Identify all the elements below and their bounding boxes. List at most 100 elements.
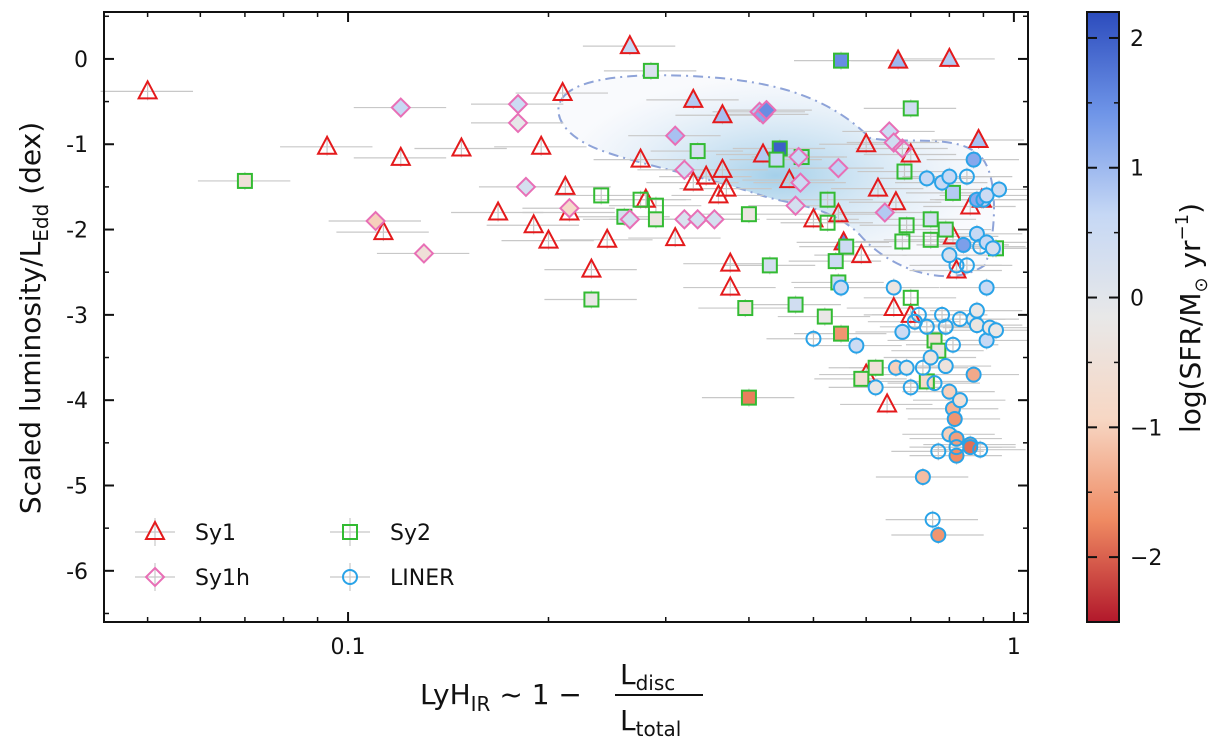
colorbar-tick-label: −2: [1130, 546, 1162, 571]
point-sy1h: [507, 112, 529, 134]
legend-label-liner: LINER: [390, 566, 454, 591]
point-liner: [914, 359, 931, 376]
point-sy1h: [390, 97, 412, 118]
point-liner: [914, 468, 931, 485]
point-liner: [941, 247, 958, 264]
point-sy1: [967, 127, 990, 148]
point-sy1: [530, 134, 552, 155]
legend: Sy1 Sy2 Sy1h LINER: [135, 518, 454, 591]
point-sy1: [938, 46, 961, 67]
point-sy1: [719, 275, 741, 296]
point-sy1h: [687, 208, 709, 230]
point-sy1h: [413, 243, 435, 264]
point-sy2: [583, 291, 600, 308]
svg-text:LyHIR ~ 1 −: LyHIR ~ 1 −: [420, 678, 582, 716]
point-sy1: [390, 145, 412, 166]
legend-label-sy1: Sy1: [195, 521, 236, 546]
point-liner: [968, 317, 985, 334]
y-tick-label: -6: [66, 560, 88, 585]
point-liner: [952, 392, 969, 409]
point-sy2: [632, 191, 649, 208]
y-tick-label: -2: [66, 219, 88, 244]
point-sy1h: [785, 195, 806, 217]
point-sy1: [682, 87, 704, 108]
point-sy1h: [664, 125, 686, 147]
point-liner: [978, 187, 995, 204]
point-sy1h: [558, 197, 580, 219]
point-liner: [941, 168, 958, 185]
point-liner: [965, 366, 982, 383]
point-sy2: [761, 257, 778, 274]
legend-label-sy2: Sy2: [390, 521, 431, 546]
point-sy1: [711, 103, 734, 124]
point-sy1h: [756, 99, 777, 121]
point-sy1: [715, 176, 738, 197]
point-sy2: [819, 214, 836, 231]
point-liner: [937, 358, 954, 375]
point-liner: [991, 181, 1008, 198]
point-sy1: [752, 142, 774, 163]
point-liner: [965, 151, 982, 168]
point-sy1h: [790, 172, 811, 194]
point-sy2: [642, 62, 659, 79]
point-liner: [930, 526, 947, 543]
colorbar-tick-label: −1: [1130, 416, 1162, 441]
point-sy2: [898, 217, 915, 234]
point-sy1: [554, 174, 576, 195]
point-sy1h: [788, 146, 810, 168]
point-sy1: [695, 164, 717, 185]
point-sy1h: [883, 132, 905, 153]
point-liner: [948, 439, 965, 456]
point-sy2: [819, 191, 836, 208]
point-sy1: [372, 219, 395, 241]
x-tick-label: 1: [1007, 635, 1021, 660]
point-liner: [922, 349, 939, 366]
point-sy2: [236, 172, 253, 189]
plot-frame: [103, 11, 1029, 623]
point-liner: [968, 302, 985, 319]
x-axis-ticks: 0.1 1: [146, 12, 1021, 660]
point-liner: [848, 337, 865, 354]
point-liner: [941, 383, 958, 400]
point-sy1: [778, 167, 801, 189]
point-sy1: [522, 213, 545, 234]
point-sy1: [885, 190, 907, 211]
point-sy1h: [515, 176, 537, 198]
point-sy1: [136, 79, 159, 100]
point-liner: [926, 375, 943, 392]
legend-label-sy1h: Sy1h: [195, 566, 250, 591]
point-sy2: [833, 325, 850, 342]
point-sy1h: [365, 210, 387, 232]
y-tick-label: -4: [66, 389, 88, 414]
point-liner: [833, 279, 850, 296]
legend-marker-sy2: [342, 524, 358, 540]
point-sy1: [316, 134, 338, 155]
point-sy1: [487, 200, 509, 221]
point-sy1: [580, 257, 603, 278]
svg-text:Ltotal: Ltotal: [620, 704, 681, 741]
point-sy1: [537, 228, 560, 249]
x-axis-label: LyHIR ~ 1 − Ldisc Ltotal: [420, 658, 703, 741]
legend-marker-liner: [342, 569, 358, 585]
point-liner: [937, 318, 954, 335]
point-sy1h: [673, 159, 695, 181]
point-sy2: [922, 211, 939, 228]
point-liner: [987, 322, 1004, 339]
point-sy2: [902, 100, 919, 117]
point-liner: [805, 330, 822, 347]
point-sy2: [647, 211, 664, 228]
point-sy2: [894, 233, 911, 250]
point-sy1h: [827, 157, 849, 179]
point-sy2: [867, 359, 884, 376]
point-sy1: [850, 243, 872, 264]
point-sy1: [867, 176, 889, 197]
point-sy1h: [874, 202, 896, 223]
point-sy2: [944, 184, 961, 201]
y-axis-ticks: 0 -1 -2 -3 -4 -5 -6: [66, 15, 1028, 615]
colorbar-tick-label: 2: [1130, 27, 1144, 52]
point-liner: [962, 439, 979, 456]
point-sy1h: [704, 208, 725, 230]
point-sy1: [551, 80, 574, 102]
y-tick-label: -5: [66, 474, 88, 499]
